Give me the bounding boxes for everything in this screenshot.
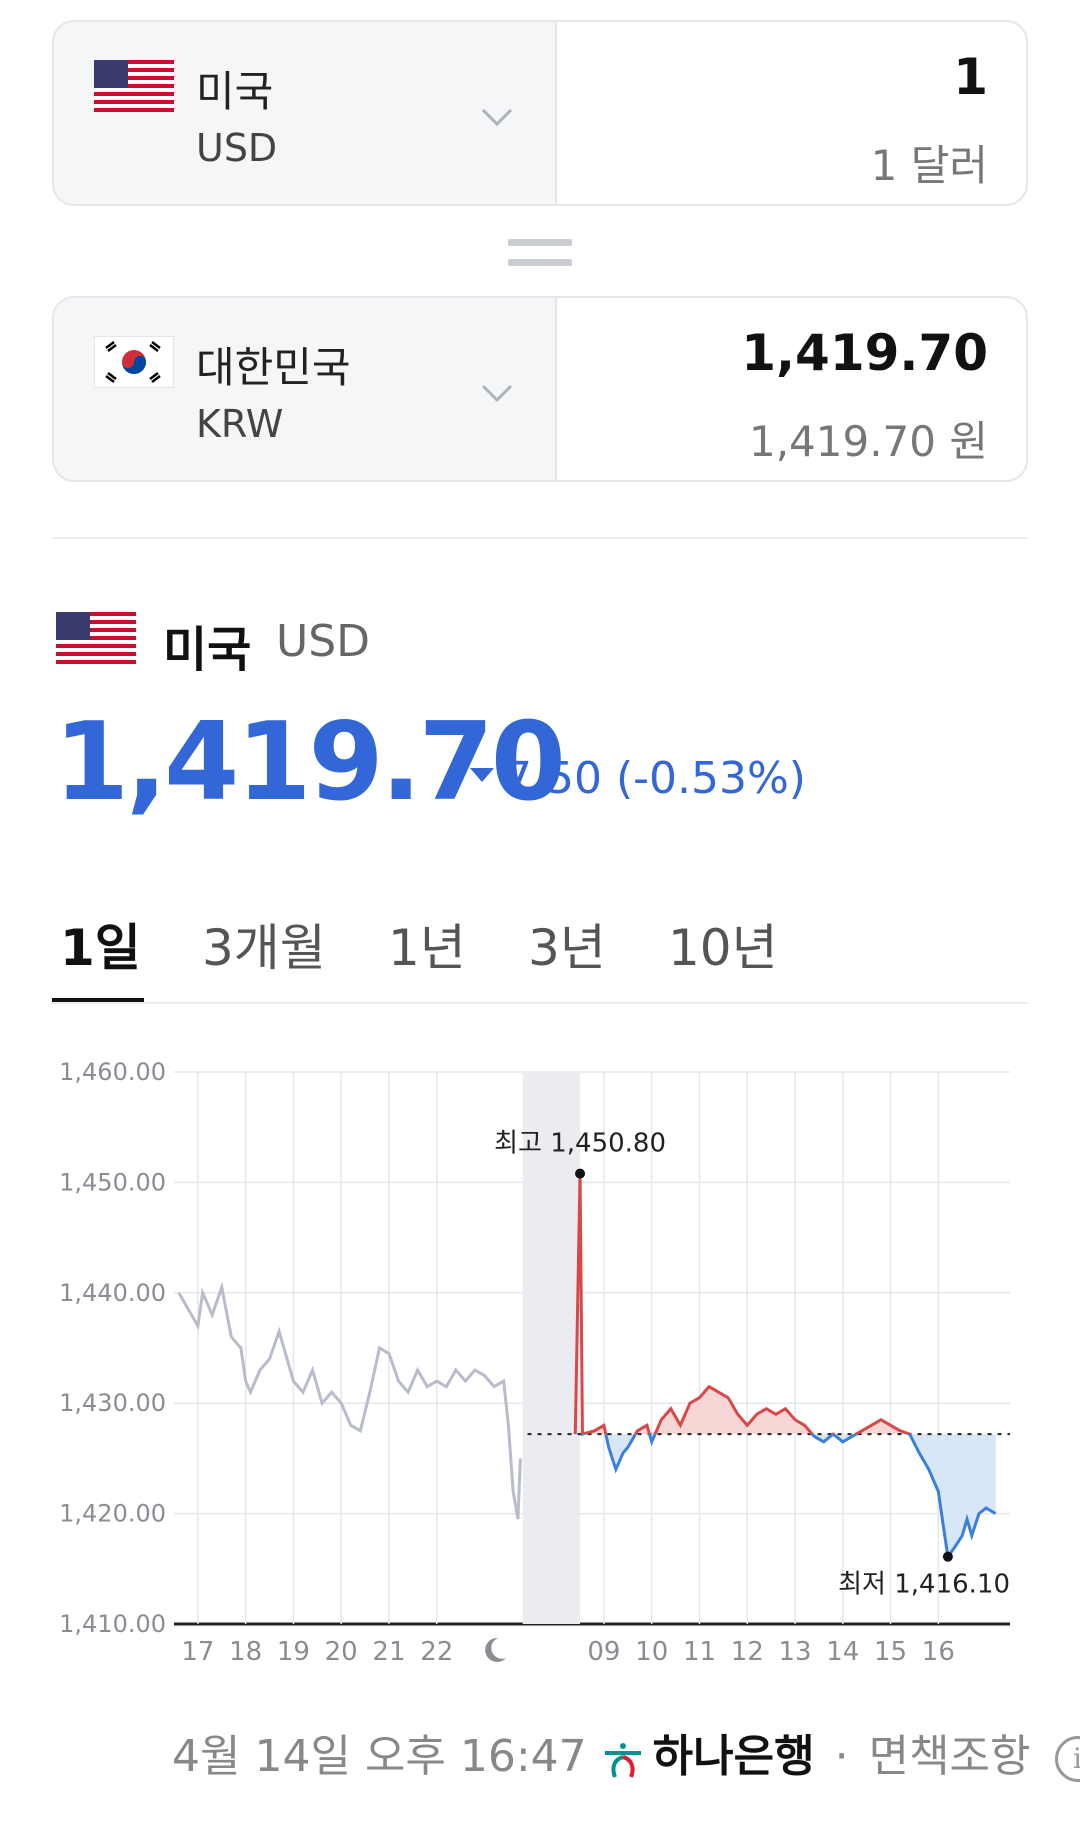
rate-change: 7.50 (-0.53%) bbox=[470, 753, 806, 804]
high-label: 최고 1,450.80 bbox=[494, 1129, 666, 1159]
info-icon[interactable]: i bbox=[1054, 1736, 1080, 1782]
from-amount-input[interactable]: 1 bbox=[953, 48, 988, 106]
from-country-name: 미국 bbox=[196, 67, 274, 116]
x-tick-label: 11 bbox=[683, 1637, 716, 1667]
current-rate: 1,419.70 bbox=[54, 700, 566, 825]
x-tick-label: 20 bbox=[325, 1637, 358, 1667]
disclaimer-link[interactable]: 면책조항 bbox=[868, 1731, 1031, 1782]
period-tabs: 1일 3개월 1년 3년 10년 bbox=[52, 898, 1028, 1004]
overnight-band bbox=[522, 1072, 581, 1624]
x-tick-label: 16 bbox=[922, 1637, 955, 1667]
high-point-marker bbox=[575, 1168, 586, 1179]
tab-3m[interactable]: 3개월 bbox=[202, 919, 326, 977]
tab-3y[interactable]: 3년 bbox=[528, 919, 606, 977]
chart-grid bbox=[174, 1071, 1010, 1626]
y-tick-label: 1,460.00 bbox=[59, 1058, 166, 1086]
y-tick-label: 1,440.00 bbox=[59, 1279, 166, 1307]
summary-country-name: 미국 bbox=[163, 622, 252, 678]
chart-annotations: 최고 1,450.80 최저 1,416.10 bbox=[494, 1129, 1010, 1600]
x-tick-label: 09 bbox=[587, 1637, 620, 1667]
up-area-fill bbox=[582, 1386, 996, 1435]
timestamp: 4월 14일 오후 16:47 bbox=[172, 1731, 587, 1782]
low-point-marker bbox=[942, 1551, 953, 1562]
x-tick-label: 10 bbox=[635, 1637, 668, 1667]
down-area-fill bbox=[582, 1434, 996, 1557]
tab-10y[interactable]: 10년 bbox=[668, 919, 778, 977]
hana-bank-logo-icon bbox=[604, 1743, 641, 1778]
previous-day-line bbox=[177, 1281, 522, 1520]
exchange-rate-chart: 1,460.00 1,450.00 1,440.00 1,430.00 1,420.00… bbox=[59, 1058, 1010, 1667]
x-tick-label: 18 bbox=[229, 1637, 262, 1667]
to-country-name: 대한민국 bbox=[196, 343, 351, 392]
section-divider bbox=[52, 537, 1028, 539]
x-tick-label: 14 bbox=[826, 1637, 859, 1667]
chevron-down-icon[interactable] bbox=[479, 98, 515, 134]
to-amount-text: 1,419.70 원 bbox=[748, 417, 988, 466]
kr-flag-icon bbox=[94, 336, 174, 388]
y-tick-label: 1,430.00 bbox=[59, 1389, 166, 1417]
equals-icon bbox=[508, 239, 572, 279]
y-tick-label: 1,410.00 bbox=[59, 1610, 166, 1638]
moon-icon bbox=[485, 1637, 507, 1662]
y-tick-label: 1,450.00 bbox=[59, 1168, 166, 1196]
x-tick-label: 15 bbox=[874, 1637, 907, 1667]
footer-separator: · bbox=[834, 1731, 849, 1782]
summary-currency-code: USD bbox=[276, 616, 371, 667]
tab-1y[interactable]: 1년 bbox=[388, 919, 466, 977]
today-down-line bbox=[575, 1434, 997, 1561]
low-label: 최저 1,416.10 bbox=[838, 1570, 1010, 1600]
x-tick-label: 22 bbox=[420, 1637, 453, 1667]
us-flag-icon bbox=[56, 612, 136, 664]
bank-name: 하나은행 bbox=[652, 1731, 815, 1782]
chevron-down-icon[interactable] bbox=[479, 374, 515, 410]
y-tick-label: 1,420.00 bbox=[59, 1500, 166, 1528]
x-tick-label: 17 bbox=[181, 1637, 214, 1667]
today-up-line bbox=[573, 1173, 912, 1435]
to-currency-code: KRW bbox=[196, 402, 284, 446]
to-currency-selector[interactable]: 대한민국 KRW bbox=[54, 298, 557, 480]
rate-change-value: 7.50 (-0.53%) bbox=[504, 753, 806, 804]
down-triangle-icon bbox=[470, 768, 494, 782]
footer: 4월 14일 오후 16:47 하나은행 · 면책조항 i bbox=[172, 1720, 1080, 1784]
x-tick-label: 12 bbox=[731, 1637, 764, 1667]
x-tick-label: 13 bbox=[778, 1637, 811, 1667]
y-axis-labels: 1,460.00 1,450.00 1,440.00 1,430.00 1,420.00… bbox=[59, 1058, 166, 1638]
to-currency-card: 대한민국 KRW 1,419.70 1,419.70 원 bbox=[52, 296, 1028, 482]
from-currency-code: USD bbox=[196, 126, 278, 170]
from-currency-selector[interactable]: 미국 USD bbox=[54, 22, 557, 204]
chart-lines bbox=[177, 1173, 997, 1561]
from-currency-card: 미국 USD 1 1 달러 bbox=[52, 20, 1028, 206]
active-tab-indicator bbox=[52, 998, 144, 1002]
x-axis-labels: 17 18 19 20 21 22 09 10 11 12 13 14 15 16 bbox=[181, 1637, 955, 1667]
x-tick-label: 21 bbox=[372, 1637, 405, 1667]
us-flag-icon bbox=[94, 60, 174, 112]
tab-1d[interactable]: 1일 bbox=[60, 919, 141, 977]
chart-fills bbox=[582, 1386, 996, 1557]
to-amount-input[interactable]: 1,419.70 bbox=[741, 324, 988, 382]
x-tick-label: 19 bbox=[277, 1637, 310, 1667]
from-amount-text: 1 달러 bbox=[870, 141, 988, 190]
